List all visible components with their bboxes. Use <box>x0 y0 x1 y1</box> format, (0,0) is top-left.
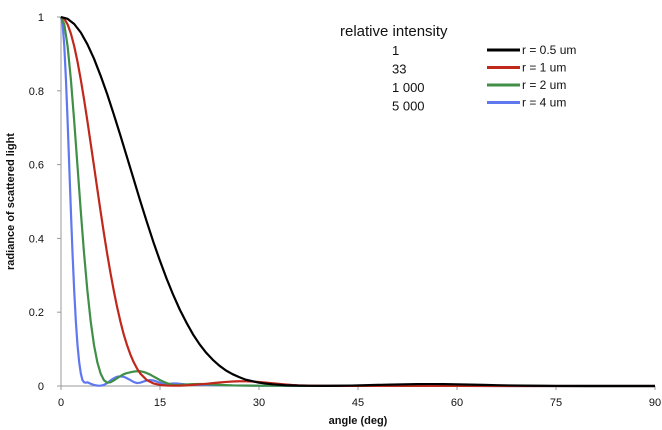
annotation-title: relative intensity <box>340 23 448 40</box>
x-tick-label: 0 <box>58 397 64 409</box>
x-tick-label: 45 <box>352 397 364 409</box>
y-tick-label: 0.4 <box>29 233 44 245</box>
series-line-1 <box>60 15 655 388</box>
x-tick-label: 30 <box>253 397 265 409</box>
series-line-3 <box>59 16 655 388</box>
y-tick-label: 1 <box>38 12 44 24</box>
series-layer <box>59 15 655 388</box>
x-axis-title: angle (deg) <box>329 415 388 427</box>
legend-label: r = 0.5 um <box>522 43 576 57</box>
legend-label: r = 2 um <box>522 78 566 92</box>
y-tick-label: 0.6 <box>29 160 44 172</box>
y-tick-label: 0 <box>38 381 44 393</box>
annotation-value: 1 000 <box>392 80 425 95</box>
legend: r = 0.5 um r = 1 um r = 2 um r = 4 um <box>487 43 576 110</box>
annotation-value: 1 <box>392 43 399 58</box>
x-axis-ticks: 0 15 30 45 60 75 90 <box>58 386 661 409</box>
legend-label: r = 1 um <box>522 61 566 75</box>
x-tick-label: 15 <box>154 397 166 409</box>
x-tick-label: 60 <box>451 397 463 409</box>
y-axis-ticks: 0 0.2 0.4 0.6 0.8 1 <box>29 12 61 393</box>
y-tick-label: 0.8 <box>29 86 44 98</box>
annotation-value: 33 <box>392 62 406 77</box>
y-tick-label: 0.2 <box>29 307 44 319</box>
legend-label: r = 4 um <box>522 96 566 110</box>
y-axis-title: radiance of scattered light <box>5 133 17 270</box>
x-tick-label: 75 <box>550 397 562 409</box>
x-tick-label: 90 <box>649 397 661 409</box>
annotation-values: 1 33 1 000 5 000 <box>392 43 425 114</box>
annotation-value: 5 000 <box>392 99 425 114</box>
